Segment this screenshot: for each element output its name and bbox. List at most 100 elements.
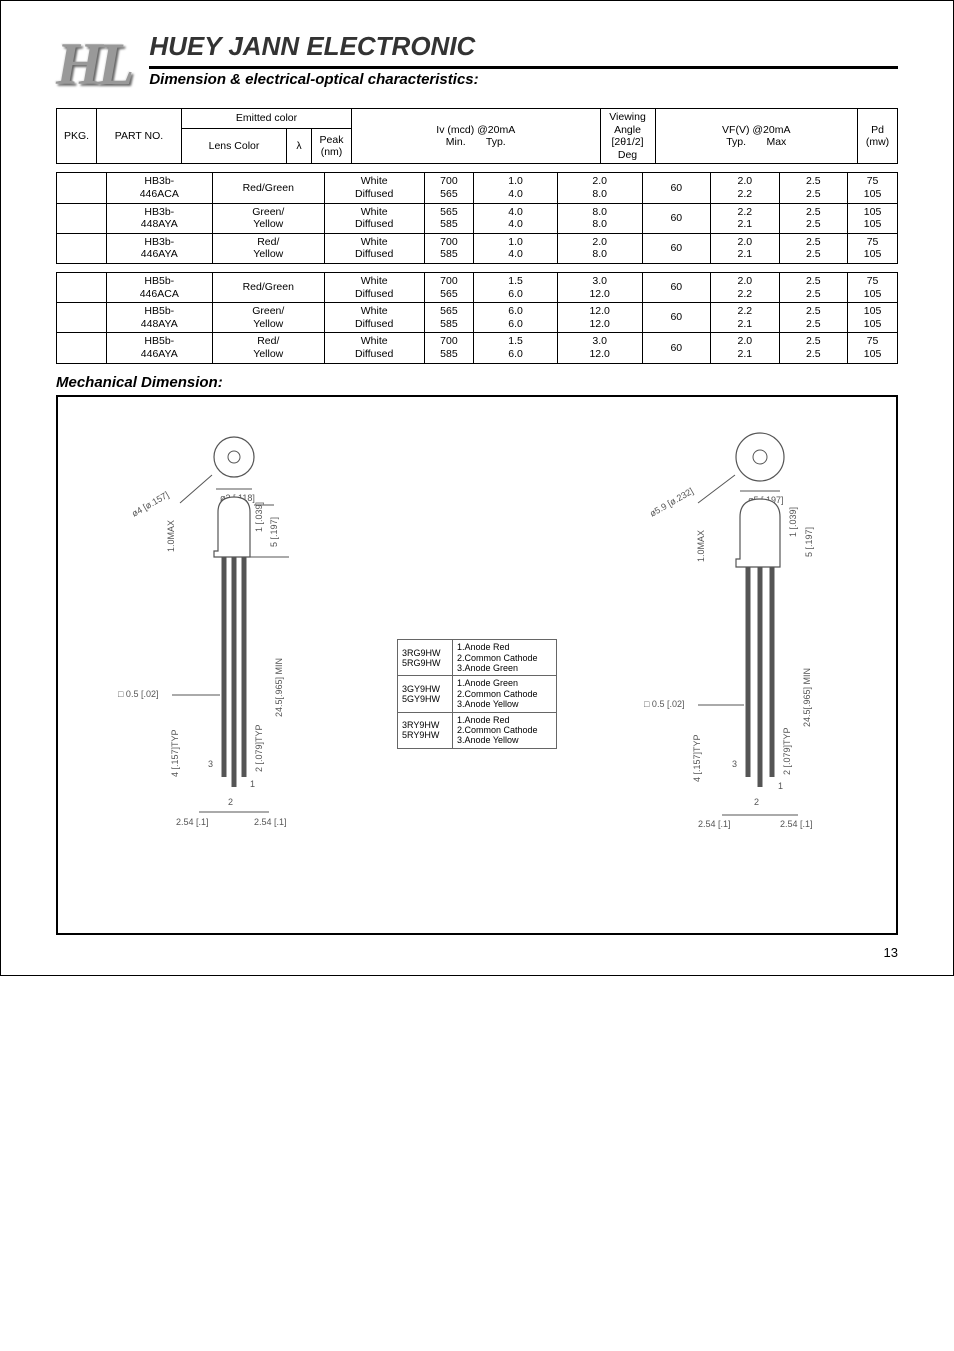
cell-vft: 2.02.2 xyxy=(711,173,780,203)
cell-lens: WhiteDiffused xyxy=(324,203,424,233)
cell-pd: 75105 xyxy=(848,233,898,263)
cell-pkg xyxy=(57,203,107,233)
dim-5mm-flange: 1.0MAX xyxy=(696,529,706,561)
pin3-3: 3 xyxy=(208,759,213,769)
table-row: HB5b-448AYAGreen/YellowWhiteDiffused5655… xyxy=(57,303,898,333)
vf-typ: Typ. xyxy=(726,136,746,148)
cell-vft: 2.22.1 xyxy=(711,203,780,233)
cell-angle: 60 xyxy=(642,272,711,302)
cell-ivtyp: 12.012.0 xyxy=(557,303,642,333)
cell-peak: 700565 xyxy=(424,272,474,302)
cell-vfm: 2.52.5 xyxy=(779,173,848,203)
pin-row: 3RY9HW5RY9HW1.Anode Red2.Common Cathode3… xyxy=(397,712,556,748)
table-row: HB5b-446ACARed/GreenWhiteDiffused7005651… xyxy=(57,272,898,302)
cell-emit: Green/Yellow xyxy=(212,203,324,233)
cell-peak: 565585 xyxy=(424,303,474,333)
cell-vft: 2.02.1 xyxy=(711,233,780,263)
col-peak: Peak (nm) xyxy=(312,129,352,164)
pin-row: 3GY9HW5GY9HW1.Anode Green2.Common Cathod… xyxy=(397,676,556,712)
spec-table-3mm: HB3b-446ACARed/GreenWhiteDiffused7005651… xyxy=(56,172,898,264)
col-angle: Viewing Angle [2θ1/2] Deg xyxy=(600,109,655,164)
mechanical-title: Mechanical Dimension: xyxy=(56,374,898,391)
dim-5mm-h1: 1 [.039] xyxy=(788,506,798,536)
page: HL HUEY JANN ELECTRONIC Dimension & elec… xyxy=(0,0,954,976)
cell-vfm: 2.52.5 xyxy=(779,333,848,363)
spec-header-table: PKG. PART NO. Emitted color Iv (mcd) @20… xyxy=(56,108,898,164)
cell-ivmin: 1.56.0 xyxy=(474,333,557,363)
pin-codes: 3GY9HW5GY9HW xyxy=(397,676,452,712)
cell-pkg xyxy=(57,333,107,363)
cell-pd: 75105 xyxy=(848,333,898,363)
col-emitted: Emitted color xyxy=(182,109,352,129)
pin3-2: 2 xyxy=(228,797,233,807)
cell-emit: Red/Green xyxy=(212,272,324,302)
dim-5mm-lead: 24.5[.965] MIN xyxy=(802,667,812,726)
dim-3mm-h2: 5 [.197] xyxy=(269,516,279,546)
cell-peak: 700565 xyxy=(424,173,474,203)
cell-lens: WhiteDiffused xyxy=(324,333,424,363)
cell-vfm: 2.52.5 xyxy=(779,272,848,302)
pin-desc: 1.Anode Green2.Common Cathode3.Anode Yel… xyxy=(452,676,556,712)
cell-part: HB3b-446ACA xyxy=(106,173,212,203)
cell-ivmin: 1.04.0 xyxy=(474,173,557,203)
pin-definition-column: 3RG9HW5RG9HW1.Anode Red2.Common Cathode3… xyxy=(397,519,557,748)
cell-emit: Red/Yellow xyxy=(212,333,324,363)
col-partno: PART NO. xyxy=(97,109,182,164)
cell-angle: 60 xyxy=(642,303,711,333)
cell-ivtyp: 8.08.0 xyxy=(557,203,642,233)
dim-5mm-typ1: 4 [.157]TYP xyxy=(692,734,702,782)
iv-label: Iv (mcd) @20mA xyxy=(436,124,515,136)
dim-5mm-pitch-l: 2.54 [.1] xyxy=(698,819,731,829)
cell-peak: 700585 xyxy=(424,333,474,363)
pin5-2: 2 xyxy=(754,797,759,807)
pin3-1: 1 xyxy=(250,779,255,789)
cell-angle: 60 xyxy=(642,333,711,363)
pin-codes: 3RG9HW5RG9HW xyxy=(397,640,452,676)
cell-ivmin: 6.06.0 xyxy=(474,303,557,333)
cell-lens: WhiteDiffused xyxy=(324,303,424,333)
dim-5mm-sq: □ 0.5 [.02] xyxy=(644,699,684,709)
cell-pkg xyxy=(57,173,107,203)
company-name: HUEY JANN ELECTRONIC xyxy=(149,31,898,69)
cell-part: HB3b-446AYA xyxy=(106,233,212,263)
col-lambda: λ xyxy=(287,129,312,164)
cell-peak: 565585 xyxy=(424,203,474,233)
dim-3mm-typ2: 2 [.079]TYP xyxy=(254,724,264,772)
dim-3mm-typ1: 4 [.157]TYP xyxy=(170,729,180,777)
table-row: HB3b-446ACARed/GreenWhiteDiffused7005651… xyxy=(57,173,898,203)
dim-3mm-h1: 1 [.039] xyxy=(254,501,264,531)
iv-min: Min. xyxy=(446,136,466,148)
col-lens: Lens Color xyxy=(182,129,287,164)
spec-table-5mm: HB5b-446ACARed/GreenWhiteDiffused7005651… xyxy=(56,272,898,364)
mechanical-dimension-box: ø4 [ø.157] ø3 [.118] 1 [.039] 5 [.197] 1… xyxy=(56,395,898,935)
pin5-1: 1 xyxy=(778,781,783,791)
cell-ivmin: 1.04.0 xyxy=(474,233,557,263)
cell-part: HB5b-446AYA xyxy=(106,333,212,363)
cell-pd: 105105 xyxy=(848,203,898,233)
led-3mm-drawing: ø4 [ø.157] ø3 [.118] 1 [.039] 5 [.197] 1… xyxy=(114,417,314,852)
dim-3mm-flange: 1.0MAX xyxy=(166,519,176,551)
cell-pkg xyxy=(57,272,107,302)
cell-peak: 700585 xyxy=(424,233,474,263)
dim-3mm-pitch-r: 2.54 [.1] xyxy=(254,817,287,827)
page-number: 13 xyxy=(884,945,898,960)
cell-pkg xyxy=(57,233,107,263)
cell-pd: 105105 xyxy=(848,303,898,333)
section-title: Dimension & electrical-optical character… xyxy=(149,71,898,88)
cell-ivmin: 1.56.0 xyxy=(474,272,557,302)
cell-angle: 60 xyxy=(642,233,711,263)
pin-desc: 1.Anode Red2.Common Cathode3.Anode Yello… xyxy=(452,712,556,748)
dim-3mm-topdia: ø4 [ø.157] xyxy=(130,489,171,518)
col-iv: Iv (mcd) @20mA Min. Typ. xyxy=(352,109,601,164)
cell-vfm: 2.52.5 xyxy=(779,203,848,233)
table-row: HB5b-446AYARed/YellowWhiteDiffused700585… xyxy=(57,333,898,363)
cell-vft: 2.02.1 xyxy=(711,333,780,363)
led-5mm-drawing: ø5.9 [ø.232] ø5 [.197] 1 [.039] 5 [.197]… xyxy=(640,417,840,852)
cell-ivtyp: 2.08.0 xyxy=(557,233,642,263)
cell-pd: 75105 xyxy=(848,173,898,203)
dim-3mm-lead: 24.5[.965] MIN xyxy=(274,657,284,716)
pin-row: 3RG9HW5RG9HW1.Anode Red2.Common Cathode3… xyxy=(397,640,556,676)
iv-typ: Typ. xyxy=(486,136,506,148)
cell-ivtyp: 3.012.0 xyxy=(557,272,642,302)
pin-desc: 1.Anode Red2.Common Cathode3.Anode Green xyxy=(452,640,556,676)
